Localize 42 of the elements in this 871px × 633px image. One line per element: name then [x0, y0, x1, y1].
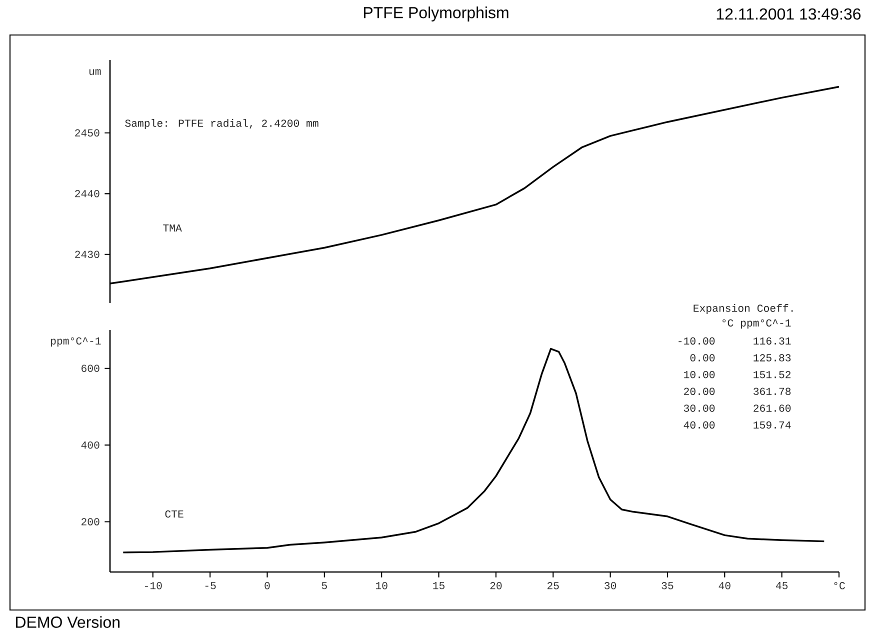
annotation: 151.52: [754, 370, 791, 378]
annotation: 0.00: [690, 354, 715, 362]
text: °C ppm°C^-1: [722, 319, 791, 329]
line-series: [122, 348, 826, 554]
annotation: TMA: [163, 224, 182, 232]
y-tick-label: 600: [82, 364, 100, 372]
annotation: 40.00: [684, 421, 715, 429]
annotation: Sample: PTFE radial, 2.4200 mm: [125, 119, 318, 129]
x-tick-label: -10: [145, 582, 162, 590]
annotation: 20.00: [684, 388, 715, 396]
annotation: 361.78: [754, 388, 791, 396]
x-tick-label: 25: [547, 582, 559, 590]
x-tick-label: 35: [662, 582, 674, 590]
annotation: 261.60: [754, 404, 791, 412]
text: Expansion Coeff.: [694, 304, 793, 314]
y-axis-title: ppm°C^-1: [51, 337, 101, 347]
text: DEMO Version: [16, 616, 120, 628]
annotation: 30.00: [684, 404, 715, 412]
x-tick-label: 15: [433, 582, 444, 590]
annotation: CTE: [165, 510, 184, 518]
x-tick-label: 45: [776, 582, 788, 590]
annotation: 159.74: [754, 421, 791, 429]
x-tick-label: 5: [322, 582, 327, 590]
y-tick-label: 400: [81, 441, 100, 449]
x-tick-label: 30: [604, 582, 616, 590]
chart-subtitle: 12.11.2001 13:49:36: [716, 8, 861, 20]
y-axis-title: um: [89, 69, 101, 75]
x-tick-label: 0: [264, 582, 270, 590]
annotation: 116.31: [754, 337, 791, 345]
x-tick-label: 10: [376, 582, 388, 590]
y-tick-label: 2440: [75, 190, 100, 198]
annotation: 125.83: [754, 354, 791, 362]
x-tick-label: °C: [834, 582, 845, 590]
annotation: 10.00: [684, 370, 715, 378]
x-tick-label: -5: [205, 582, 216, 590]
y-tick-label: 200: [82, 518, 100, 526]
x-tick-label: 40: [718, 582, 730, 590]
y-tick-label: 2430: [75, 250, 100, 258]
y-tick-label: 2450: [75, 129, 100, 137]
annotation: -10.00: [678, 337, 715, 345]
chart-title: PTFE Polymorphism: [364, 6, 508, 22]
x-tick-label: 20: [490, 582, 502, 590]
